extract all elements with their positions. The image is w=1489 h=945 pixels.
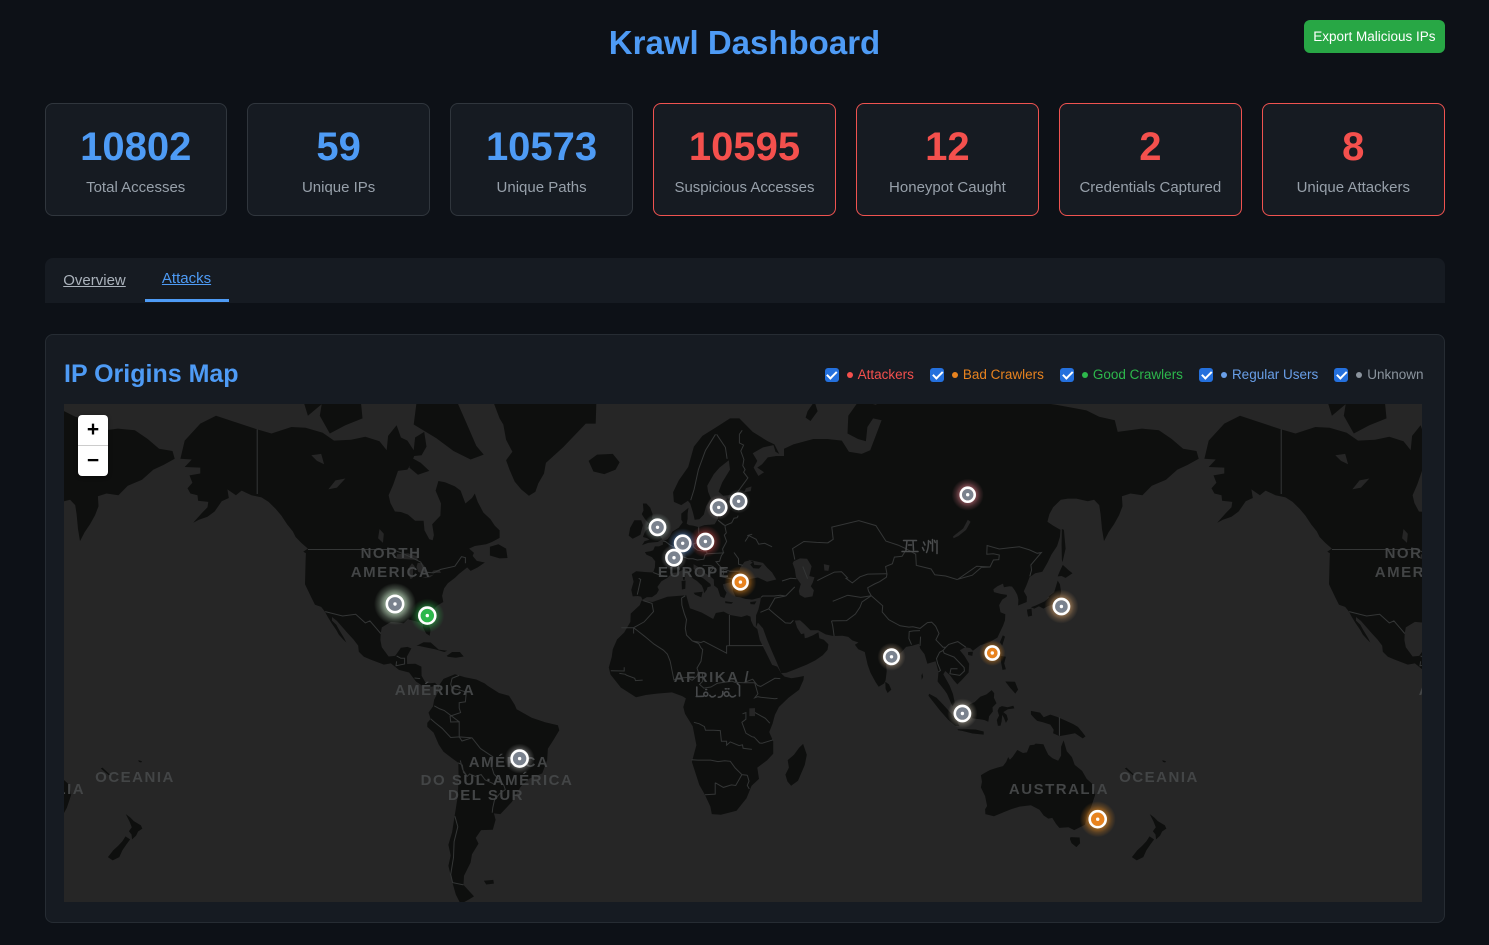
svg-text:DO SUL·AMÉRICA: DO SUL·AMÉRICA	[421, 772, 574, 789]
svg-text:OCEANIA: OCEANIA	[95, 769, 175, 786]
svg-text:DEL SUR: DEL SUR	[448, 787, 524, 804]
svg-text:NORTH: NORTH	[361, 545, 422, 562]
svg-text:AMERICA: AMERICA	[351, 564, 432, 581]
svg-text:AFRIKA /: AFRIKA /	[674, 669, 750, 686]
svg-text:AUSTRALIA: AUSTRALIA	[1009, 781, 1109, 798]
svg-text:AMÉRICA: AMÉRICA	[395, 682, 476, 699]
